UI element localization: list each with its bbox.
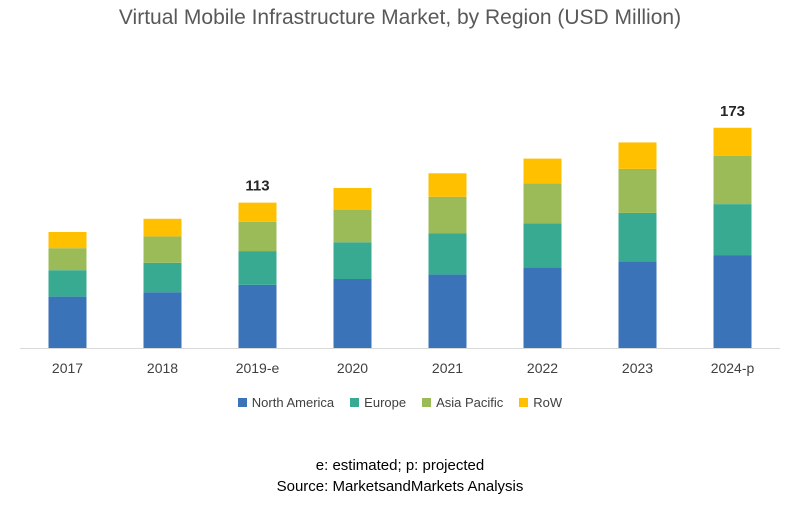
x-tick-label-2018: 2018 bbox=[147, 360, 178, 376]
legend-label: RoW bbox=[533, 395, 563, 410]
legend-swatch bbox=[350, 398, 360, 407]
bar-segment-europe-2024-p bbox=[713, 204, 752, 256]
chart-plot: 2017 2018 2019-e 113 2020 2021 2022 2023 2024-p 1… bbox=[20, 103, 780, 376]
bar-segment-europe-2022 bbox=[523, 223, 562, 268]
x-tick-label-2019-e: 2019-e bbox=[236, 360, 280, 376]
bar-segment-north-america-2022 bbox=[523, 267, 562, 348]
bar-segment-row-2020 bbox=[333, 187, 372, 210]
legend-item-north-america: North America bbox=[237, 395, 335, 410]
data-label-2019-e: 113 bbox=[245, 178, 269, 195]
bar-segment-europe-2021 bbox=[428, 233, 467, 275]
bar-segment-europe-2020 bbox=[333, 242, 372, 279]
bar-segment-europe-2018 bbox=[143, 262, 182, 293]
legend-swatch bbox=[519, 398, 529, 407]
bar-segment-asia-pacific-2022 bbox=[523, 183, 562, 224]
chart-legend: North America Europe Asia Pacific RoW bbox=[0, 395, 800, 410]
bar-segment-row-2024-p bbox=[713, 127, 752, 156]
legend-item-asia-pacific: Asia Pacific bbox=[422, 395, 503, 410]
bar-segment-north-america-2018 bbox=[143, 292, 182, 348]
bar-segment-asia-pacific-2021 bbox=[428, 196, 467, 234]
bar-segment-north-america-2024-p bbox=[713, 255, 752, 348]
bar-segment-north-america-2017 bbox=[48, 296, 87, 348]
bar-segment-europe-2017 bbox=[48, 270, 87, 297]
legend-item-europe: Europe bbox=[350, 395, 406, 410]
bar-segment-europe-2019-e bbox=[238, 251, 277, 285]
bar-segment-north-america-2023 bbox=[618, 261, 657, 348]
bar-segment-asia-pacific-2018 bbox=[143, 236, 182, 263]
footnote-estimated-projected: e: estimated; p: projected bbox=[315, 457, 485, 474]
bar-segment-europe-2023 bbox=[618, 212, 657, 262]
bar-segment-asia-pacific-2024-p bbox=[713, 155, 752, 205]
bar-segment-row-2022 bbox=[523, 158, 562, 184]
x-tick-label-2022: 2022 bbox=[527, 360, 558, 376]
legend-label: North America bbox=[251, 395, 335, 410]
bar-segment-asia-pacific-2023 bbox=[618, 168, 657, 213]
bar-segment-north-america-2021 bbox=[428, 274, 467, 348]
bar-segment-north-america-2020 bbox=[333, 278, 372, 348]
bar-segment-row-2019-e bbox=[238, 202, 277, 222]
x-tick-label-2020: 2020 bbox=[337, 360, 368, 376]
bar-segment-row-2018 bbox=[143, 218, 182, 237]
legend-swatch bbox=[237, 398, 247, 407]
bar-segment-asia-pacific-2017 bbox=[48, 248, 87, 271]
bar-segment-north-america-2019-e bbox=[238, 284, 277, 348]
legend-item-row: RoW bbox=[519, 395, 562, 410]
legend-swatch bbox=[422, 398, 432, 407]
bar-segment-row-2017 bbox=[48, 232, 87, 249]
x-tick-label-2024-p: 2024-p bbox=[711, 360, 755, 376]
chart-footnote: e: estimated; p: projected Source: Marke… bbox=[0, 455, 800, 497]
data-label-2024-p: 173 bbox=[720, 103, 745, 120]
legend-label: Europe bbox=[364, 395, 407, 410]
x-tick-label-2017: 2017 bbox=[52, 360, 83, 376]
bar-segment-asia-pacific-2020 bbox=[333, 209, 372, 243]
bar-segment-asia-pacific-2019-e bbox=[238, 221, 277, 252]
legend-label: Asia Pacific bbox=[436, 395, 504, 410]
bar-segment-row-2023 bbox=[618, 142, 657, 169]
footnote-source: Source: MarketsandMarkets Analysis bbox=[276, 478, 524, 495]
chart-title: Virtual Mobile Infrastructure Market, by… bbox=[118, 6, 682, 29]
bar-segment-row-2021 bbox=[428, 173, 467, 197]
x-tick-label-2023: 2023 bbox=[622, 360, 653, 376]
x-tick-label-2021: 2021 bbox=[432, 360, 463, 376]
